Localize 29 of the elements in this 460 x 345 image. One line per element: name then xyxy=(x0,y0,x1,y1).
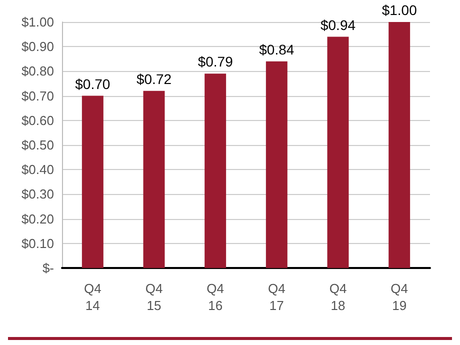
bar xyxy=(327,36,349,268)
data-label: $0.94 xyxy=(320,16,356,33)
y-tick-label: $0.40 xyxy=(21,162,54,178)
y-tick-label: $0.20 xyxy=(21,211,54,226)
x-tick-label: Q4 15 xyxy=(145,281,163,313)
data-label: $0.72 xyxy=(136,70,172,87)
y-tick-label: $0.70 xyxy=(21,88,54,104)
y-tick-label: $0.30 xyxy=(21,186,54,202)
y-tick-label: $0.50 xyxy=(21,138,54,152)
x-tick-label: Q4 14 xyxy=(84,281,102,313)
data-label: $0.84 xyxy=(259,41,294,58)
bar xyxy=(388,22,410,268)
data-label: $0.70 xyxy=(75,76,110,92)
y-tick-label: $0.90 xyxy=(21,39,54,54)
bar xyxy=(82,96,104,268)
data-label: $1.00 xyxy=(382,2,418,18)
data-label: $0.79 xyxy=(198,54,234,70)
x-tick-label: Q4 16 xyxy=(206,281,224,313)
bar xyxy=(143,90,165,268)
bar xyxy=(266,61,288,268)
y-tick-label: $- xyxy=(42,260,54,276)
x-tick-label: Q4 18 xyxy=(329,281,347,313)
x-tick-label: Q4 19 xyxy=(390,281,408,313)
y-tick-label: $0.60 xyxy=(21,112,54,128)
y-tick-label: $0.10 xyxy=(21,236,54,251)
y-tick-label: $0.80 xyxy=(21,64,54,79)
x-tick-label: Q4 17 xyxy=(268,281,286,313)
bar xyxy=(204,74,226,268)
y-tick-label: $1.00 xyxy=(21,14,54,30)
